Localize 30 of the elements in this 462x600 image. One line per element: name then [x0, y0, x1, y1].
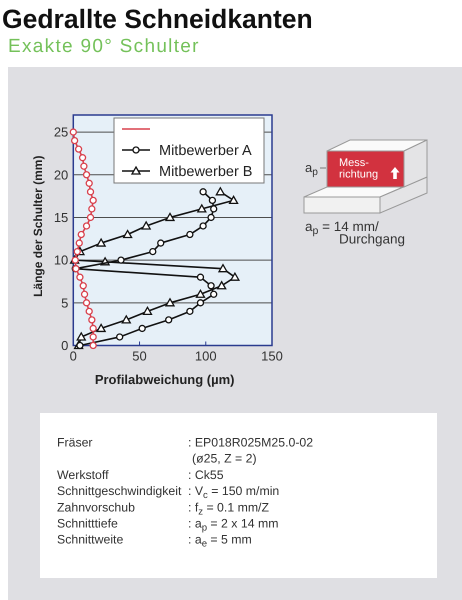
- y-tick-label: 25: [54, 124, 68, 140]
- legend-label: Mitbewerber A: [159, 143, 252, 160]
- y-tick-label: 10: [54, 252, 68, 268]
- x-tick-label: 150: [261, 348, 283, 364]
- x-axis-title: Profilabweichung (µm): [94, 372, 234, 387]
- text: : V$_{c}$ = 150 m/min: [188, 484, 280, 502]
- x-tick-label: 50: [132, 348, 147, 364]
- chart-subtitle: Exakte 90° Schulter: [8, 36, 200, 57]
- x-tick-label: 100: [194, 348, 217, 364]
- y-axis-title: Länge der Schulter (mm): [31, 156, 45, 297]
- text: : f$_{z}$ = 0.1 mm/Z: [188, 500, 270, 518]
- y-tick-label: 15: [54, 210, 68, 225]
- text: Mess- richtung: [339, 157, 378, 180]
- text: : Ck55: [188, 468, 224, 482]
- text: : a$_{e}$ = 5 mm: [188, 532, 252, 550]
- text: Schnittweite: [57, 532, 124, 547]
- y-tick-label: 20: [54, 167, 68, 182]
- text: : a$_{p}$ = 2 x 14 mm: [188, 516, 278, 534]
- y-tick-label: 0: [61, 338, 68, 354]
- chart-title: Gedrallte Schneidkanten: [2, 4, 313, 34]
- legend-label: Mitbewerber B: [159, 164, 252, 180]
- text: Schnittgeschwindigkeit: [57, 484, 182, 498]
- text: Zahnvorschub: [57, 500, 136, 514]
- text: a$_{p}$: [305, 160, 318, 178]
- text: : EP018R025M25.0-02 (ø25, Z = 2): [188, 436, 314, 466]
- y-tick-label: 5: [61, 295, 68, 310]
- text: Fräser: [57, 436, 93, 450]
- text: Werkstoff: [57, 468, 110, 482]
- text: a$_{p}$ = 14 mm/ Durchgang: [305, 219, 406, 246]
- text: Schnitttiefe: [57, 516, 118, 530]
